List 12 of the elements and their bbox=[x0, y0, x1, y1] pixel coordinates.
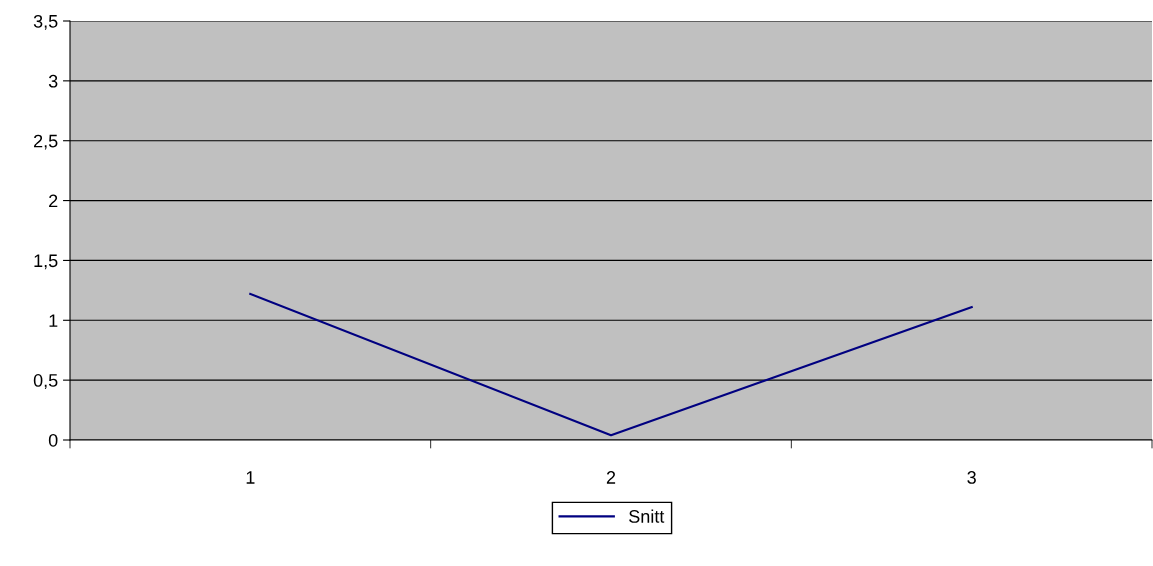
x-tick-label: 3 bbox=[967, 471, 976, 484]
y-tick-label: 1,5 bbox=[34, 254, 58, 270]
y-tick-label: 3,5 bbox=[33, 14, 58, 30]
y-tick-label: 0,5 bbox=[33, 374, 58, 389]
y-tick-label: 2 bbox=[49, 194, 58, 208]
y-tick-label: 1 bbox=[49, 314, 58, 327]
y-tick-label: 3 bbox=[48, 74, 58, 88]
x-tick-label: 1 bbox=[246, 471, 255, 484]
x-tick-label: 2 bbox=[606, 471, 616, 484]
legend-label: Snitt bbox=[629, 509, 665, 523]
y-tick-label: 0 bbox=[48, 433, 58, 447]
y-tick-label: 2,5 bbox=[34, 134, 58, 150]
